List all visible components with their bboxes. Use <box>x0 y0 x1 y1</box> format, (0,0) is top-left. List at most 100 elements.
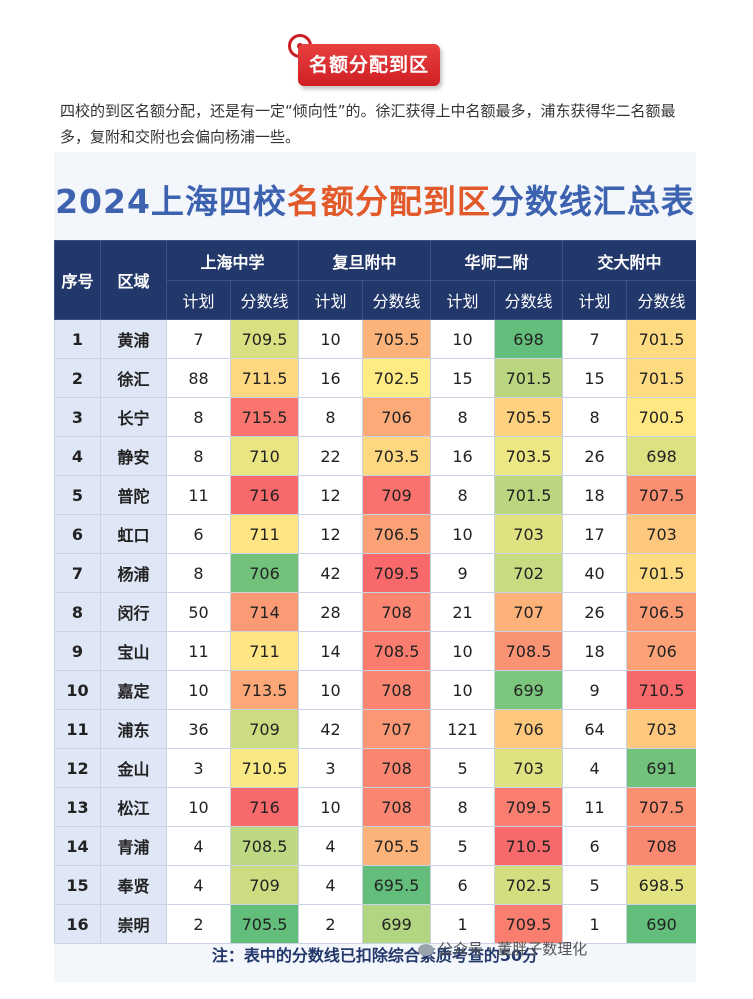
row-area: 闵行 <box>100 592 167 632</box>
cell-plan: 16 <box>430 436 496 476</box>
row-index: 8 <box>54 592 101 632</box>
row-area: 徐汇 <box>100 358 167 398</box>
row-index: 15 <box>54 865 101 905</box>
cell-plan: 8 <box>562 397 628 437</box>
cell-plan: 36 <box>166 709 231 749</box>
cell-score: 701.5 <box>494 358 564 398</box>
table-note: 注：表中的分数线已扣除综合素质考查的50分 <box>211 946 539 965</box>
brand-label: 公众号 · 董胖子数理化 <box>438 940 588 958</box>
cell-plan: 7 <box>166 319 231 359</box>
cell-plan: 88 <box>166 358 231 398</box>
cell-score: 706 <box>362 397 432 437</box>
cell-score: 709.5 <box>229 319 300 359</box>
cell-score: 708.5 <box>362 631 432 671</box>
row-index: 7 <box>54 553 101 593</box>
header-school: 复旦附中 <box>298 240 432 281</box>
cell-score: 707 <box>362 709 432 749</box>
cell-plan: 10 <box>166 670 231 710</box>
cell-plan: 9 <box>562 670 628 710</box>
cell-score: 703 <box>494 748 564 788</box>
cell-plan: 8 <box>166 397 231 437</box>
cell-score: 716 <box>229 787 300 827</box>
row-area: 杨浦 <box>100 553 167 593</box>
header-index: 序号 <box>54 240 101 320</box>
cell-plan: 121 <box>430 709 496 749</box>
cell-score: 711 <box>229 514 300 554</box>
cell-plan: 64 <box>562 709 628 749</box>
table-title: 2024上海四校名额分配到区分数线汇总表 <box>54 162 696 242</box>
cell-score: 701.5 <box>494 475 564 515</box>
cell-plan: 10 <box>298 319 364 359</box>
row-area: 宝山 <box>100 631 167 671</box>
cell-score: 710.5 <box>229 748 300 788</box>
cell-plan: 26 <box>562 436 628 476</box>
row-area: 黄浦 <box>100 319 167 359</box>
header-plan: 计划 <box>166 280 231 320</box>
table-row: 9 宝山 11 711 14 708.5 10 708.5 18 706 <box>54 631 696 671</box>
cell-plan: 8 <box>166 553 231 593</box>
cell-plan: 1 <box>430 904 496 944</box>
row-index: 3 <box>54 397 101 437</box>
cell-plan: 10 <box>430 631 496 671</box>
cell-score: 708 <box>362 670 432 710</box>
cell-plan: 10 <box>298 670 364 710</box>
row-index: 1 <box>54 319 101 359</box>
header-school: 交大附中 <box>562 240 696 281</box>
table-row: 5 普陀 11 716 12 709 8 701.5 18 707.5 <box>54 475 696 515</box>
cell-score: 706.5 <box>362 514 432 554</box>
row-index: 9 <box>54 631 101 671</box>
table-row: 11 浦东 36 709 42 707 121 706 64 703 <box>54 709 696 749</box>
row-index: 12 <box>54 748 101 788</box>
table-row: 1 黄浦 7 709.5 10 705.5 10 698 7 701.5 <box>54 319 696 359</box>
cell-score: 703 <box>626 709 696 749</box>
cell-plan: 2 <box>166 904 231 944</box>
header-plan: 计划 <box>298 280 364 320</box>
cell-plan: 26 <box>562 592 628 632</box>
cell-plan: 10 <box>166 787 231 827</box>
cell-plan: 50 <box>166 592 231 632</box>
brand-footer: 公众号 · 董胖子数理化 <box>418 938 587 959</box>
cell-score: 706.5 <box>626 592 696 632</box>
cell-score: 709.5 <box>494 904 564 944</box>
cell-score: 702 <box>494 553 564 593</box>
table-title-suffix: 分数线汇总表 <box>490 182 695 221</box>
cell-plan: 22 <box>298 436 364 476</box>
header-score: 分数线 <box>362 280 432 320</box>
row-index: 14 <box>54 826 101 866</box>
cell-score: 708 <box>362 592 432 632</box>
cell-score: 701.5 <box>626 553 696 593</box>
row-index: 2 <box>54 358 101 398</box>
header-plan: 计划 <box>562 280 628 320</box>
row-index: 4 <box>54 436 101 476</box>
cell-score: 710.5 <box>626 670 696 710</box>
row-area: 青浦 <box>100 826 167 866</box>
cell-plan: 17 <box>562 514 628 554</box>
wechat-icon <box>418 943 434 956</box>
cell-plan: 8 <box>166 436 231 476</box>
cell-plan: 11 <box>166 475 231 515</box>
row-area: 浦东 <box>100 709 167 749</box>
header-score: 分数线 <box>626 280 696 320</box>
header-area: 区域 <box>100 240 167 320</box>
header-plan: 计划 <box>430 280 496 320</box>
cell-score: 702.5 <box>494 865 564 905</box>
cell-plan: 9 <box>430 553 496 593</box>
row-index: 10 <box>54 670 101 710</box>
cell-plan: 10 <box>430 670 496 710</box>
cell-score: 708 <box>626 826 696 866</box>
cell-plan: 40 <box>562 553 628 593</box>
table-row: 7 杨浦 8 706 42 709.5 9 702 40 701.5 <box>54 553 696 593</box>
cell-score: 705.5 <box>362 319 432 359</box>
cell-plan: 6 <box>562 826 628 866</box>
cell-plan: 4 <box>166 865 231 905</box>
cell-score: 705.5 <box>229 904 300 944</box>
row-area: 奉贤 <box>100 865 167 905</box>
section-badge: 名额分配到区 <box>288 34 448 90</box>
table-title-prefix: 2024上海四校 <box>55 182 287 221</box>
cell-score: 700.5 <box>626 397 696 437</box>
cell-score: 691 <box>626 748 696 788</box>
cell-plan: 4 <box>298 826 364 866</box>
cell-score: 706 <box>229 553 300 593</box>
row-index: 5 <box>54 475 101 515</box>
table-row: 2 徐汇 88 711.5 16 702.5 15 701.5 15 701.5 <box>54 358 696 398</box>
